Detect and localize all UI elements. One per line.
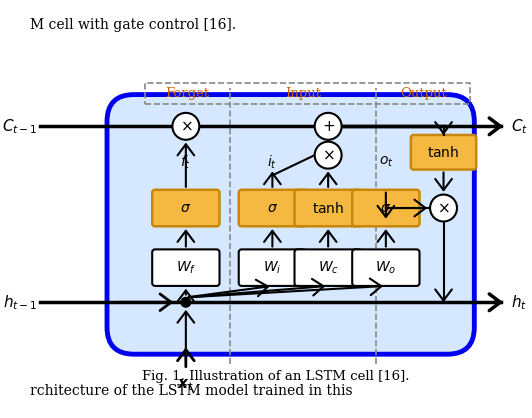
Text: M cell with gate control [16].: M cell with gate control [16]. [30,18,236,32]
Text: $W_i$: $W_i$ [263,260,281,276]
Text: $\tanh$: $\tanh$ [427,145,460,160]
Text: rchitecture of the LSTM model trained in this: rchitecture of the LSTM model trained in… [30,385,353,398]
Circle shape [315,142,342,168]
FancyBboxPatch shape [152,250,220,286]
Text: $o_t$: $o_t$ [379,155,393,169]
Text: $\times$: $\times$ [322,148,335,163]
Text: Input: Input [285,87,321,100]
Text: $\times$: $\times$ [437,201,450,216]
FancyBboxPatch shape [107,94,475,354]
Text: $\sigma$: $\sigma$ [267,201,278,215]
Text: $W_f$: $W_f$ [176,260,196,276]
Text: Fig. 1. Illustration of an LSTM cell [16].: Fig. 1. Illustration of an LSTM cell [16… [143,370,410,383]
FancyBboxPatch shape [411,135,476,170]
Text: $\sigma$: $\sigma$ [380,201,392,215]
FancyBboxPatch shape [295,250,362,286]
Text: Output: Output [400,87,447,100]
Text: $\boldsymbol{x}_t$: $\boldsymbol{x}_t$ [177,377,194,393]
Circle shape [181,298,190,307]
Text: $\sigma$: $\sigma$ [180,201,192,215]
Text: Forget: Forget [165,87,210,100]
Text: $i_t$: $i_t$ [268,153,277,171]
FancyBboxPatch shape [352,250,420,286]
Text: $+$: $+$ [321,119,335,134]
Text: $h_{t-1}$: $h_{t-1}$ [3,293,38,311]
Text: $W_o$: $W_o$ [375,260,396,276]
Text: $W_c$: $W_c$ [318,260,339,276]
Text: $f_t$: $f_t$ [180,153,192,171]
Text: $\tilde{c}_t$: $\tilde{c}_t$ [321,153,335,171]
Circle shape [315,113,342,140]
Circle shape [430,194,457,222]
Text: $\tanh$: $\tanh$ [312,201,344,216]
Text: $C_t$: $C_t$ [511,117,528,136]
FancyBboxPatch shape [239,190,306,226]
FancyBboxPatch shape [295,190,362,226]
FancyBboxPatch shape [352,190,420,226]
Text: $h_t$: $h_t$ [511,293,527,311]
Text: $\times$: $\times$ [179,119,192,134]
Text: $C_{t-1}$: $C_{t-1}$ [2,117,38,136]
Circle shape [172,113,200,140]
FancyBboxPatch shape [152,190,220,226]
FancyBboxPatch shape [239,250,306,286]
